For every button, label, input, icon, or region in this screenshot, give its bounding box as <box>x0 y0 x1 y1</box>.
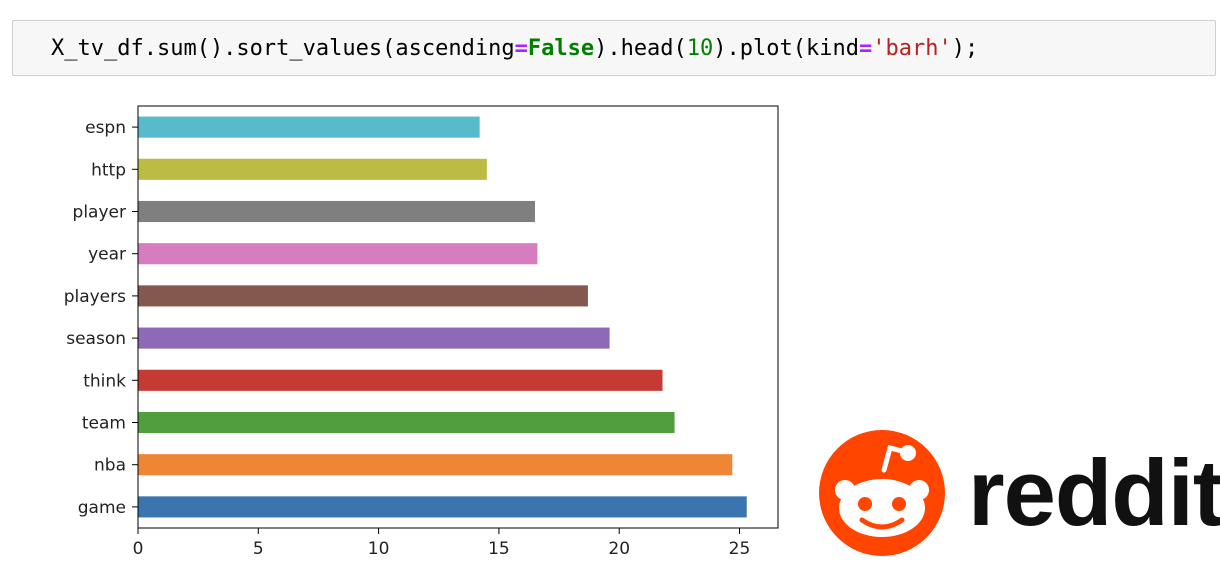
reddit-eye-right <box>892 497 906 511</box>
code-line: X_tv_df.sum().sort_values(ascending=Fals… <box>51 35 978 63</box>
y-tick-label: player <box>73 203 126 223</box>
code-token: 10 <box>686 36 714 61</box>
y-tick-label: nba <box>94 456 126 476</box>
y-tick-label: team <box>82 414 126 434</box>
bar-year <box>138 243 538 265</box>
reddit-wordmark: reddit <box>968 440 1220 545</box>
bar-players <box>138 285 588 307</box>
x-tick-label: 0 <box>133 539 144 559</box>
x-tick-label: 5 <box>253 539 264 559</box>
code-token: = <box>514 36 528 61</box>
bar-nba <box>138 454 733 476</box>
code-token: ); <box>951 36 979 61</box>
bar-player <box>138 200 535 223</box>
y-tick-label: year <box>88 245 126 265</box>
y-tick-label: espn <box>85 118 126 138</box>
bar-game <box>138 496 747 518</box>
code-token: False <box>527 36 595 61</box>
x-tick-label: 20 <box>608 539 630 559</box>
code-token: ).head( <box>594 36 687 61</box>
code-token: = <box>859 36 873 61</box>
reddit-smile <box>859 517 905 530</box>
bar-http <box>138 158 487 180</box>
reddit-eye-left <box>858 497 872 511</box>
x-tick-label: 10 <box>368 539 390 559</box>
x-tick-label: 15 <box>488 539 510 559</box>
code-token: ).plot(kind <box>713 36 859 61</box>
code-cell[interactable]: X_tv_df.sum().sort_values(ascending=Fals… <box>12 20 1216 76</box>
y-tick-label: season <box>66 329 126 349</box>
x-tick-label: 25 <box>729 539 751 559</box>
reddit-antenna-ball <box>900 445 916 461</box>
code-token: 'barh' <box>872 36 952 61</box>
bar-chart: game nba team think season players year player h… <box>64 105 779 559</box>
code-token: X_tv_df.sum().sort_values(ascending <box>51 36 515 61</box>
y-tick-label: think <box>83 371 126 391</box>
reddit-head <box>839 479 925 537</box>
plot-frame <box>137 105 779 529</box>
reddit-logo <box>819 430 945 556</box>
bar-think <box>138 369 663 391</box>
bar-espn <box>138 116 480 138</box>
y-tick-label: http <box>91 160 126 180</box>
y-tick-label: game <box>78 498 126 518</box>
bar-season <box>138 327 610 349</box>
bar-team <box>138 411 675 434</box>
y-tick-label: players <box>64 287 126 307</box>
